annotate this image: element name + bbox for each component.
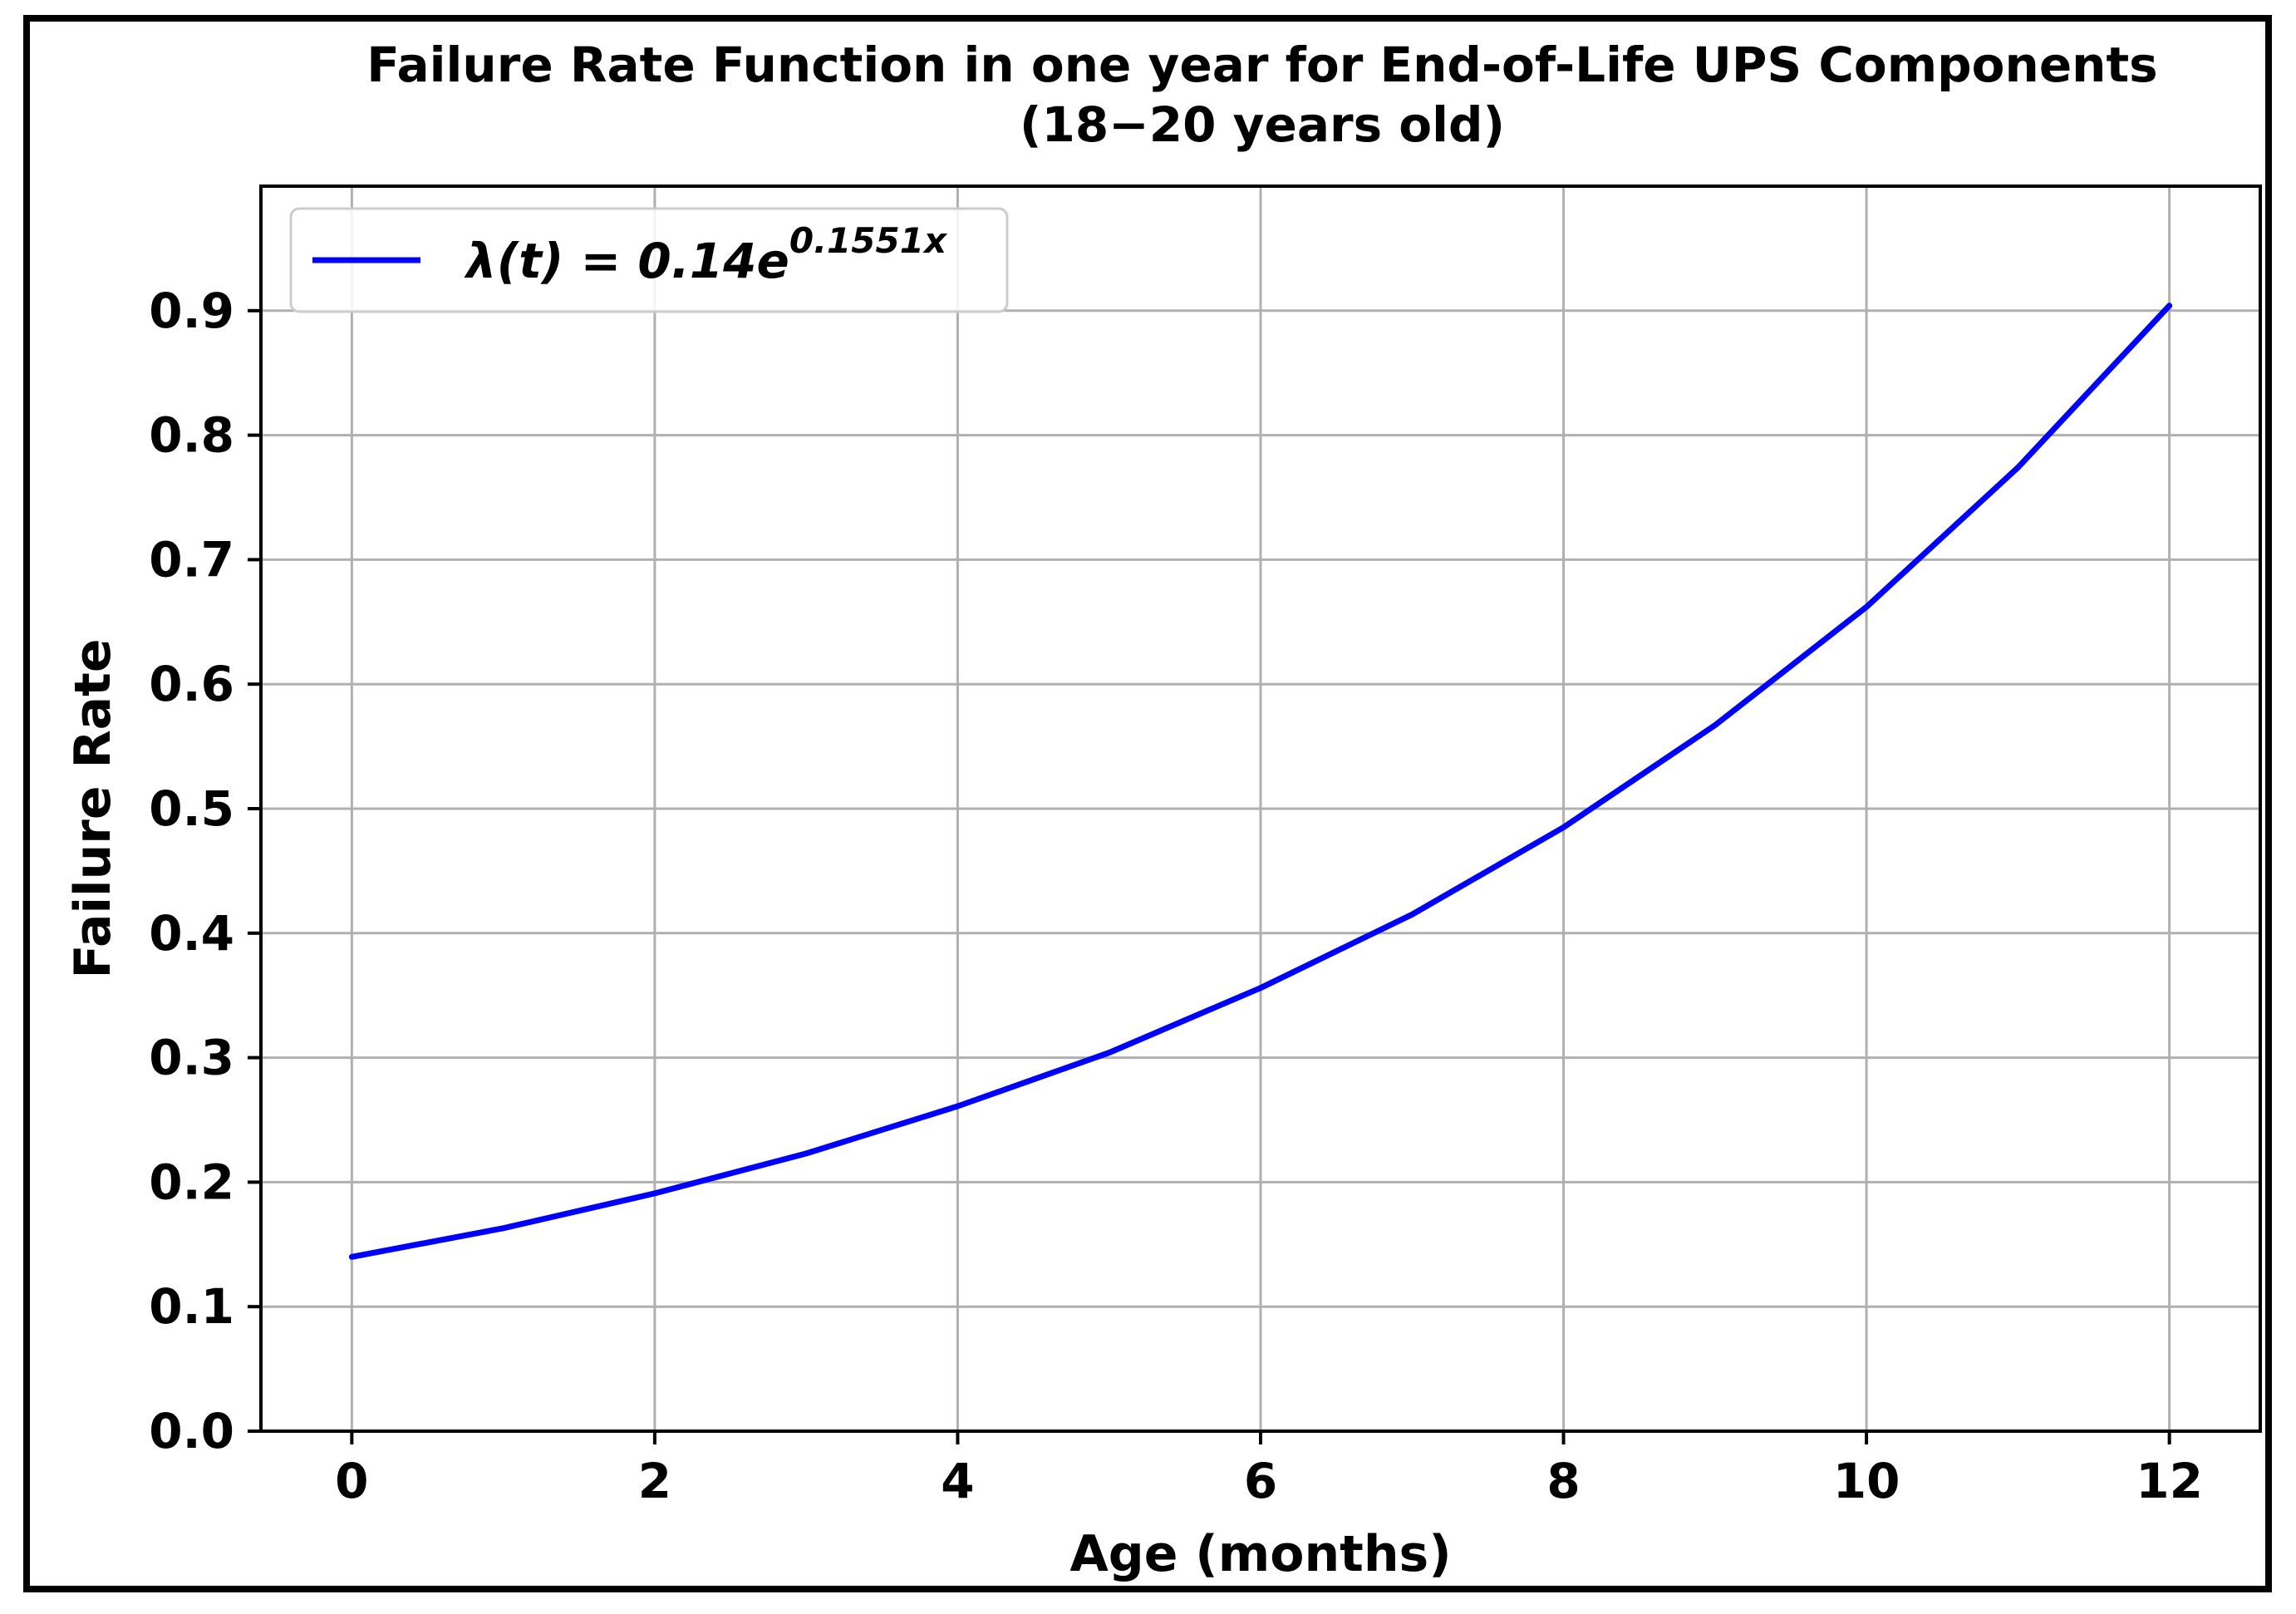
- chart-subtitle: (18−20 years old): [1020, 96, 1505, 153]
- y-tick-label: 0.6: [149, 656, 234, 712]
- legend-label-main: λ(t) = 0.14e: [464, 233, 789, 289]
- x-tick-labels: 0 2 4 6 8 10 12: [335, 1453, 2203, 1509]
- x-tick-label: 0: [335, 1453, 368, 1509]
- y-tick-label: 0.3: [149, 1030, 234, 1086]
- y-tick-label: 0.8: [149, 407, 234, 464]
- y-tick-label: 0.2: [149, 1154, 234, 1210]
- failure-rate-curve: [348, 303, 2173, 1260]
- y-tick-label: 0.7: [149, 531, 234, 588]
- legend: λ(t) = 0.14e0.1551x: [289, 207, 1009, 313]
- y-tick-label: 0.0: [149, 1403, 234, 1459]
- y-tick-label: 0.5: [149, 780, 234, 837]
- x-axis-label: Age (months): [1069, 1525, 1451, 1583]
- x-tick-label: 4: [941, 1453, 974, 1509]
- legend-label: λ(t) = 0.14e0.1551x: [464, 220, 948, 289]
- chart-title: Failure Rate Function in one year for En…: [366, 37, 2157, 93]
- figure-frame: Failure Rate Function in one year for En…: [23, 15, 2272, 1592]
- x-tick-label: 2: [638, 1453, 671, 1509]
- line-chart: Failure Rate Function in one year for En…: [64, 37, 2262, 1583]
- legend-box: [289, 207, 1009, 313]
- y-axis-label: Failure Rate: [64, 638, 122, 978]
- grid: [261, 186, 2260, 1433]
- y-tick-label: 0.4: [149, 905, 234, 962]
- tick-marks: [248, 308, 2171, 1444]
- y-tick-label: 0.1: [149, 1278, 234, 1335]
- y-tick-labels: 0.0 0.1 0.2 0.3 0.4 0.5 0.6 0.7 0.8 0.9: [149, 283, 234, 1459]
- x-tick-label: 12: [2136, 1453, 2203, 1509]
- series-layer: [348, 303, 2173, 1260]
- x-tick-label: 6: [1244, 1453, 1277, 1509]
- y-tick-label: 0.9: [149, 283, 234, 339]
- x-tick-label: 10: [1833, 1453, 1900, 1509]
- plot-area: [259, 185, 2262, 1433]
- legend-label-exponent: 0.1551x: [789, 220, 948, 261]
- x-tick-label: 8: [1546, 1453, 1580, 1509]
